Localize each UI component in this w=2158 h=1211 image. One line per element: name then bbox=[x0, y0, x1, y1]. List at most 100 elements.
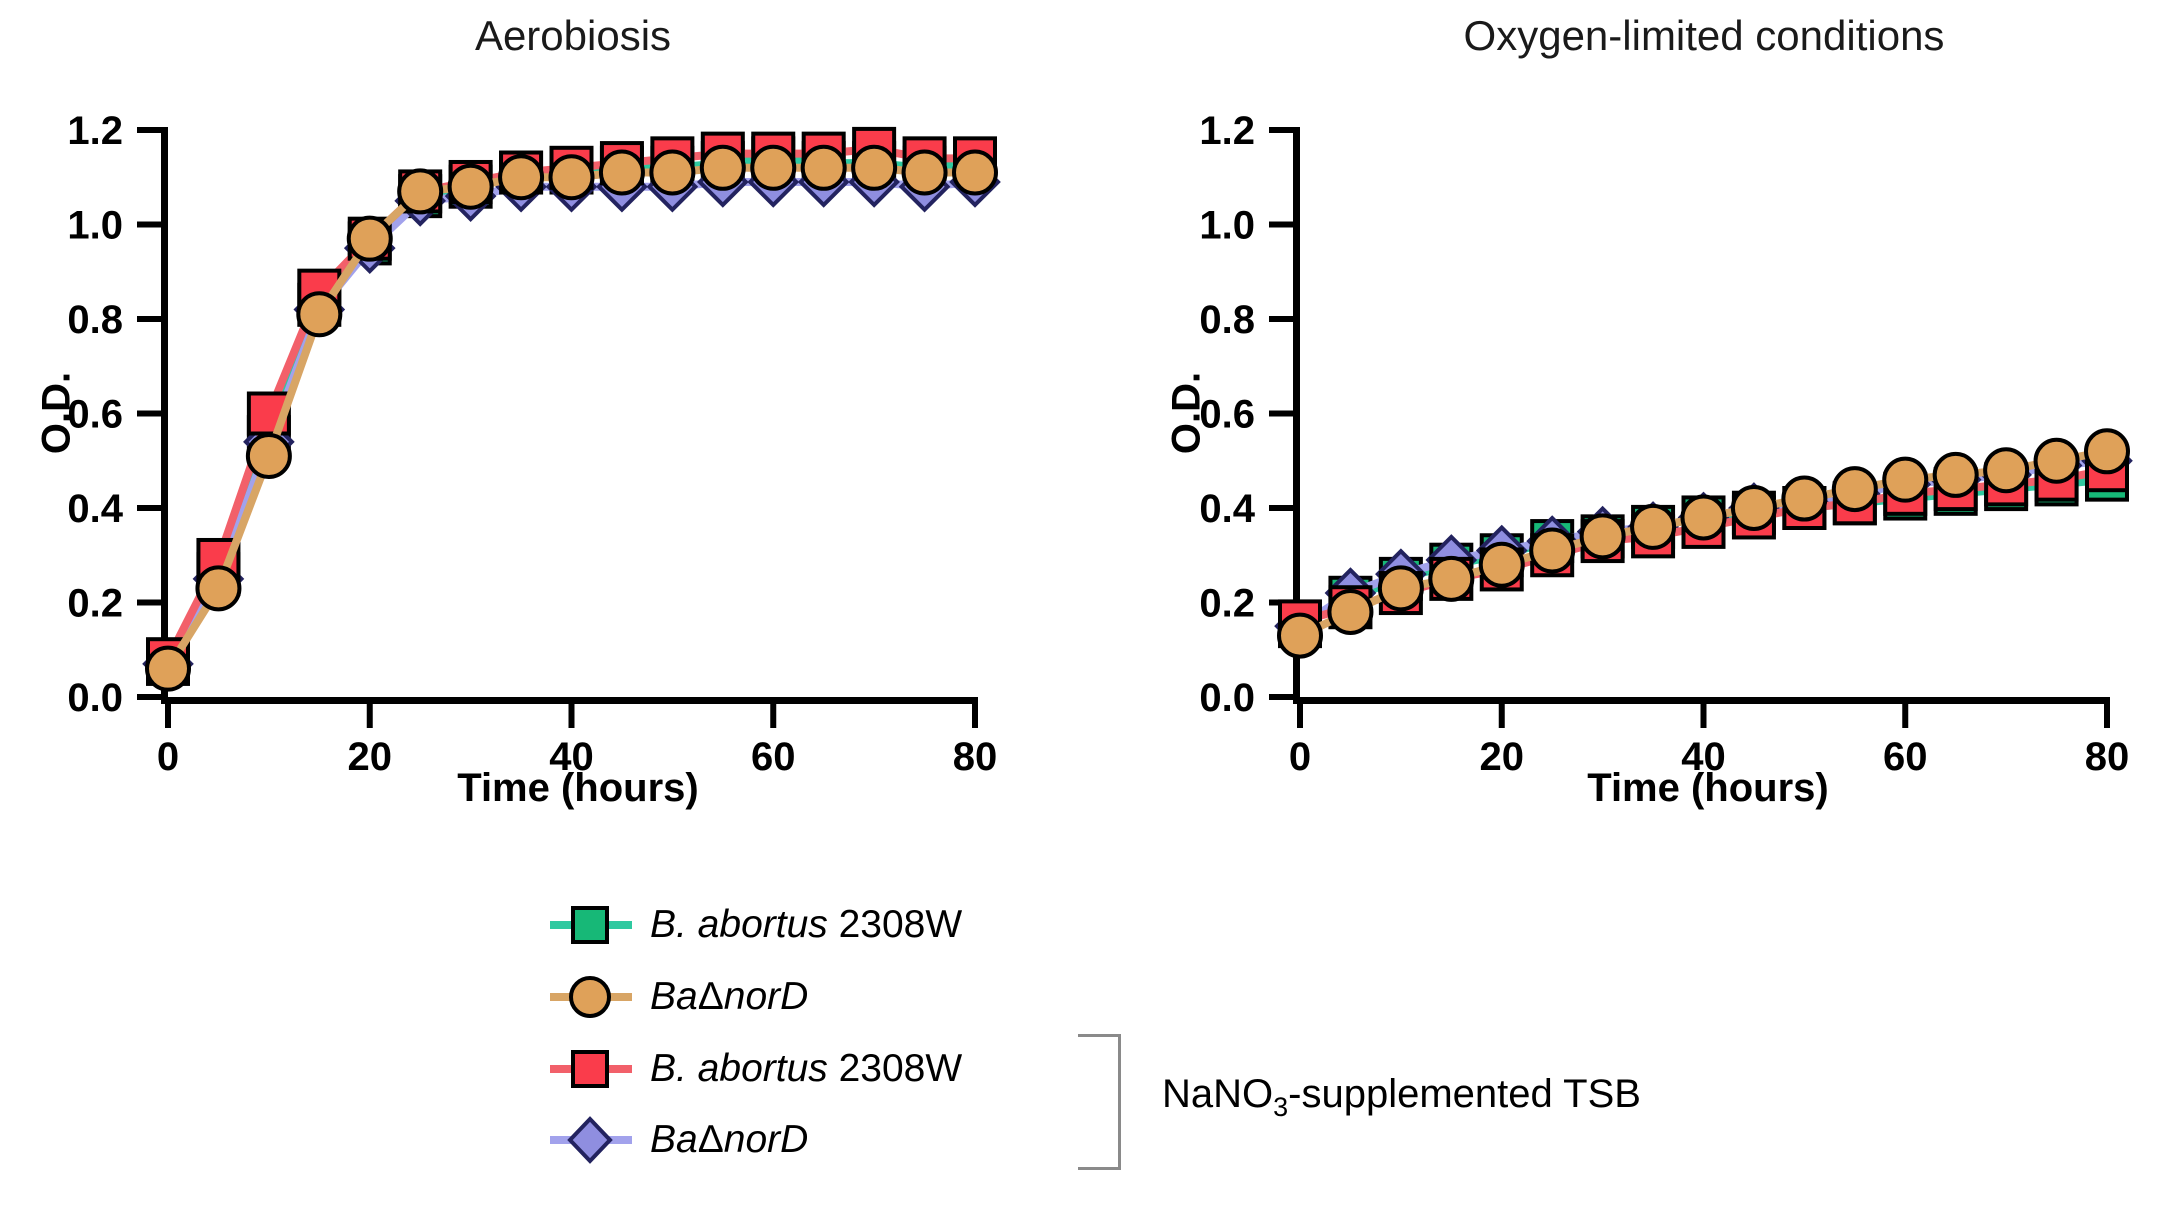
y-tick-label: 0.8 bbox=[67, 298, 123, 342]
series-1 bbox=[1277, 428, 2130, 659]
y-tick bbox=[1269, 505, 1293, 511]
y-tick-label: 0.0 bbox=[1199, 676, 1255, 720]
x-tick-label: 0 bbox=[157, 735, 179, 779]
x-tick bbox=[972, 704, 978, 728]
square-marker-icon bbox=[550, 906, 632, 944]
bracket-label-subscript: 3 bbox=[1273, 1092, 1289, 1122]
legend-item-label: BaΔnorD bbox=[650, 1118, 809, 1161]
legend-item-1: BaΔnorD bbox=[548, 971, 808, 1023]
marker-circle bbox=[1478, 541, 1525, 588]
x-tick bbox=[366, 704, 373, 728]
x-tick bbox=[1700, 704, 1707, 728]
marker-circle bbox=[1579, 513, 1626, 560]
legend-bracket-label: NaNO3-supplemented TSB bbox=[1162, 1072, 1641, 1123]
marker-circle bbox=[1377, 565, 1424, 612]
marker-circle bbox=[1831, 466, 1878, 513]
marker-circle bbox=[699, 144, 746, 191]
y-tick bbox=[137, 127, 161, 133]
axes: 0.0 0.2 0.4 0.6 0.8 1.0 1.2 0 20 40 60 80 bbox=[67, 109, 997, 779]
marker-circle bbox=[296, 291, 343, 338]
marker-circle bbox=[1781, 475, 1828, 522]
marker-circle bbox=[1730, 485, 1777, 531]
y-axis-label-right: O.D. bbox=[1164, 371, 1209, 455]
marker-circle bbox=[1882, 456, 1929, 503]
marker-circle bbox=[800, 144, 847, 191]
x-tick-label: 0 bbox=[1289, 735, 1311, 779]
marker-circle bbox=[245, 433, 292, 480]
x-tick-label: 60 bbox=[1883, 735, 1928, 779]
marker-circle bbox=[2033, 437, 2080, 484]
marker-circle bbox=[1277, 612, 1323, 659]
y-tick bbox=[137, 221, 161, 228]
y-tick bbox=[137, 694, 161, 700]
y-tick-label: 0.4 bbox=[1199, 487, 1255, 531]
panel-0: 0.0 0.2 0.4 0.6 0.8 1.0 1.2 0 20 40 60 80 bbox=[67, 109, 1001, 779]
marker-circle bbox=[851, 144, 898, 191]
x-tick-label: 40 bbox=[1681, 735, 1726, 779]
panel-1: 0.0 0.2 0.4 0.6 0.8 1.0 1.2 0 20 40 60 80 bbox=[1199, 109, 2133, 779]
y-tick-label: 0.6 bbox=[67, 393, 123, 437]
legend-group-bracket bbox=[1078, 1034, 1121, 1170]
y-tick-label: 1.2 bbox=[67, 109, 123, 153]
legend-item-2: B. abortus 2308W bbox=[548, 1043, 962, 1095]
marker-circle bbox=[649, 149, 696, 196]
marker-circle bbox=[598, 149, 645, 196]
marker-circle bbox=[346, 215, 393, 262]
y-tick bbox=[1269, 316, 1293, 322]
legend-item-0: B. abortus 2308W bbox=[548, 899, 962, 951]
x-tick bbox=[1902, 704, 1909, 728]
y-tick-label: 0.0 bbox=[67, 676, 123, 720]
x-tick bbox=[2104, 704, 2110, 728]
series-1 bbox=[145, 144, 998, 692]
x-axis-label-right: Time (hours) bbox=[1587, 766, 1829, 810]
x-axis-label-left: Time (hours) bbox=[457, 766, 699, 810]
panel-title-aerobiosis: Aerobiosis bbox=[474, 12, 672, 59]
y-tick bbox=[137, 599, 161, 606]
marker-circle bbox=[447, 163, 494, 210]
x-tick bbox=[568, 704, 575, 728]
y-tick bbox=[1269, 127, 1293, 133]
marker-circle bbox=[498, 154, 545, 201]
x-tick bbox=[1297, 704, 1303, 728]
y-tick-label: 1.2 bbox=[1199, 109, 1255, 153]
marker-circle bbox=[901, 149, 948, 196]
y-tick-label: 0.2 bbox=[1199, 582, 1255, 626]
y-tick-label: 0.8 bbox=[1199, 298, 1255, 342]
marker-circle bbox=[397, 168, 444, 215]
x-tick-label: 80 bbox=[2085, 735, 2130, 779]
y-tick bbox=[1269, 694, 1293, 700]
diamond-marker-icon bbox=[550, 1116, 632, 1164]
marker-circle bbox=[2084, 428, 2130, 475]
x-axis-spine bbox=[161, 697, 978, 704]
x-tick-label: 80 bbox=[953, 735, 998, 779]
legend-item-label: B. abortus 2308W bbox=[650, 903, 963, 946]
y-axis-label-left: O.D. bbox=[34, 371, 79, 455]
marker-circle bbox=[1428, 555, 1475, 602]
y-tick bbox=[137, 505, 161, 511]
marker-circle bbox=[952, 149, 998, 196]
x-tick bbox=[770, 704, 777, 728]
x-axis-spine bbox=[1293, 697, 2110, 704]
y-tick bbox=[137, 316, 161, 322]
legend-item-3: BaΔnorD bbox=[548, 1114, 808, 1166]
square-marker-icon bbox=[550, 1050, 632, 1088]
y-tick-label: 0.2 bbox=[67, 582, 123, 626]
y-axis-spine bbox=[161, 127, 168, 704]
marker-circle bbox=[1932, 451, 1979, 498]
marker-circle bbox=[1327, 588, 1374, 635]
axes: 0.0 0.2 0.4 0.6 0.8 1.0 1.2 0 20 40 60 80 bbox=[1199, 109, 2129, 779]
y-tick-label: 0.4 bbox=[67, 487, 123, 531]
bracket-label-prefix: NaNO bbox=[1162, 1072, 1274, 1116]
x-tick-label: 20 bbox=[348, 735, 393, 779]
x-tick-label: 20 bbox=[1480, 735, 1525, 779]
marker-circle bbox=[1630, 503, 1677, 550]
y-tick bbox=[137, 410, 161, 417]
panel-title-oxygen-limited: Oxygen-limited conditions bbox=[1463, 12, 1945, 59]
y-tick-label: 0.6 bbox=[1199, 393, 1255, 437]
x-tick-label: 60 bbox=[751, 735, 796, 779]
legend-item-label: B. abortus 2308W bbox=[650, 1047, 963, 1090]
marker-circle bbox=[1529, 527, 1576, 574]
marker-circle bbox=[1680, 494, 1727, 541]
